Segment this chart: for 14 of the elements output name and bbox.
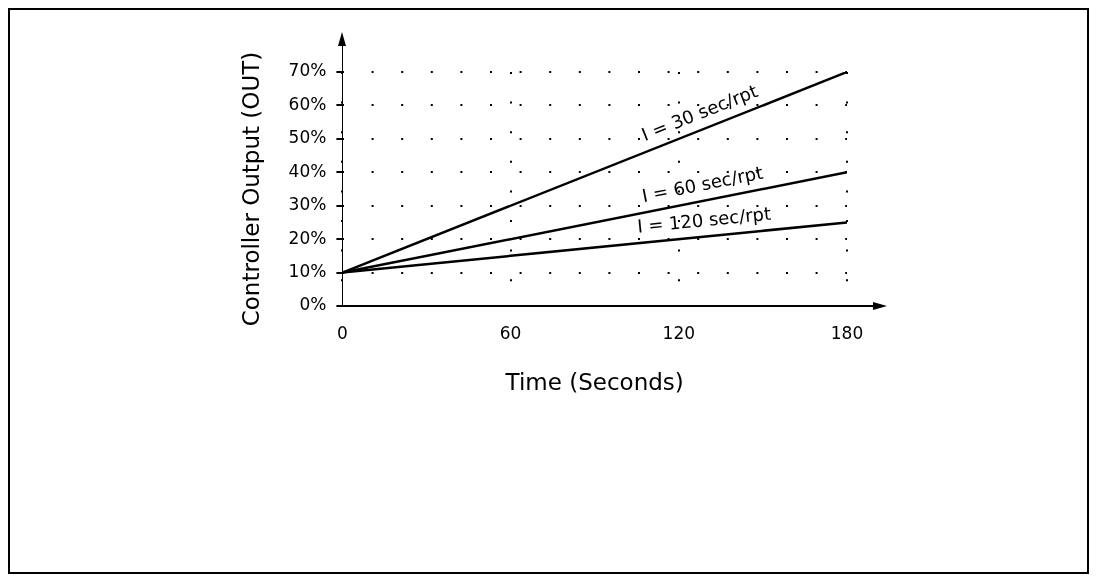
y-tick-label: 60% <box>288 93 327 114</box>
x-tick-label: 120 <box>662 322 696 343</box>
y-tick-label: 40% <box>288 160 327 181</box>
x-tick-label: 180 <box>830 322 864 343</box>
y-tick-label: 10% <box>288 260 327 281</box>
y-tick-label: 0% <box>299 294 327 315</box>
y-tick-label: 50% <box>288 127 327 148</box>
y-tick-label: 20% <box>288 227 327 248</box>
y-tick-label: 70% <box>288 60 327 81</box>
x-tick-label: 0 <box>336 322 348 343</box>
y-axis-title: Controller Output (OUT) <box>237 51 264 327</box>
x-tick-label: 60 <box>499 322 522 343</box>
y-tick-label: 30% <box>288 194 327 215</box>
x-axis-title: Time (Seconds) <box>504 369 684 396</box>
